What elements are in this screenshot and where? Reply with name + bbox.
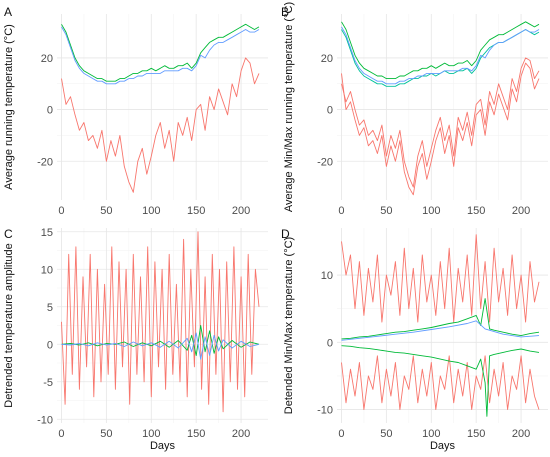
panel-c: 0 50 100 150 200 -10 -5 0 5 10 15 C Detrended temper… <box>3 227 268 452</box>
x-tick-label: 200 <box>512 428 530 440</box>
x-tick-label: 150 <box>187 205 205 217</box>
series-line-2 <box>341 355 540 411</box>
series-line-1 <box>341 57 540 188</box>
series-line-2 <box>61 23 260 82</box>
plot-area <box>337 228 548 423</box>
x-tick-label: 0 <box>58 428 64 440</box>
panel-letter: C <box>4 227 13 241</box>
y-tick-label: -10 <box>37 414 53 426</box>
x-tick-label: 100 <box>422 205 440 217</box>
x-tick-label: 200 <box>232 205 250 217</box>
plot-area <box>337 14 548 200</box>
y-axis-title: Average Min/Max running temperature (°C) <box>283 2 295 212</box>
series-line-1 <box>341 234 540 323</box>
y-tick-label: -20 <box>37 156 53 168</box>
x-tick-label: 50 <box>100 205 112 217</box>
x-tick-label: 50 <box>100 428 112 440</box>
x-axis-title: Days <box>430 440 456 452</box>
series-line-5 <box>341 26 540 85</box>
series-line-1 <box>61 57 260 193</box>
y-tick-label: 0 <box>47 105 53 117</box>
y-tick-label: 20 <box>321 53 333 65</box>
series-line-3 <box>341 21 540 80</box>
x-tick-label: 150 <box>187 428 205 440</box>
plot-area <box>57 14 268 200</box>
x-tick-label: 100 <box>142 428 160 440</box>
panel-a: 0 50 100 150 200 -20 0 20 A Average running tempe… <box>3 5 268 217</box>
y-tick-label: 0 <box>327 105 333 117</box>
series-line-2 <box>61 325 260 356</box>
y-axis-title: Detrended temperature amplitude <box>3 243 15 407</box>
series-line-4 <box>341 345 540 417</box>
x-tick-label: 150 <box>467 205 485 217</box>
y-tick-label: 0 <box>47 339 53 351</box>
panel-letter: A <box>4 5 12 19</box>
y-axis-title: Detended Min/Max temperature (°C) <box>283 237 295 414</box>
x-tick-label: 200 <box>232 428 250 440</box>
panel-letter: D <box>281 227 290 241</box>
panel-letter: B <box>281 5 289 19</box>
x-tick-label: 100 <box>422 428 440 440</box>
x-tick-label: 50 <box>380 428 392 440</box>
series-line-5 <box>341 320 540 341</box>
y-tick-label: 10 <box>321 270 333 282</box>
series-line-3 <box>341 298 540 340</box>
y-tick-label: -20 <box>317 156 333 168</box>
y-tick-label: 10 <box>41 264 53 276</box>
y-tick-label: -5 <box>43 377 53 389</box>
x-tick-label: 0 <box>338 205 344 217</box>
y-tick-label: 0 <box>327 337 333 349</box>
x-tick-label: 150 <box>467 428 485 440</box>
y-tick-label: 15 <box>41 227 53 239</box>
x-tick-label: 0 <box>338 428 344 440</box>
x-tick-label: 100 <box>142 205 160 217</box>
y-tick-label: 5 <box>47 302 53 314</box>
y-tick-label: -10 <box>317 405 333 417</box>
y-axis-title: Average running temperature (°C) <box>3 24 15 190</box>
x-tick-label: 50 <box>380 205 392 217</box>
series-line-3 <box>61 332 260 360</box>
x-axis-title: Days <box>150 440 176 452</box>
series-line-3 <box>61 26 260 85</box>
y-tick-label: 20 <box>41 53 53 65</box>
series-line-1 <box>61 231 260 413</box>
x-tick-label: 200 <box>512 205 530 217</box>
x-tick-label: 0 <box>58 205 64 217</box>
series-line-2 <box>341 62 540 196</box>
